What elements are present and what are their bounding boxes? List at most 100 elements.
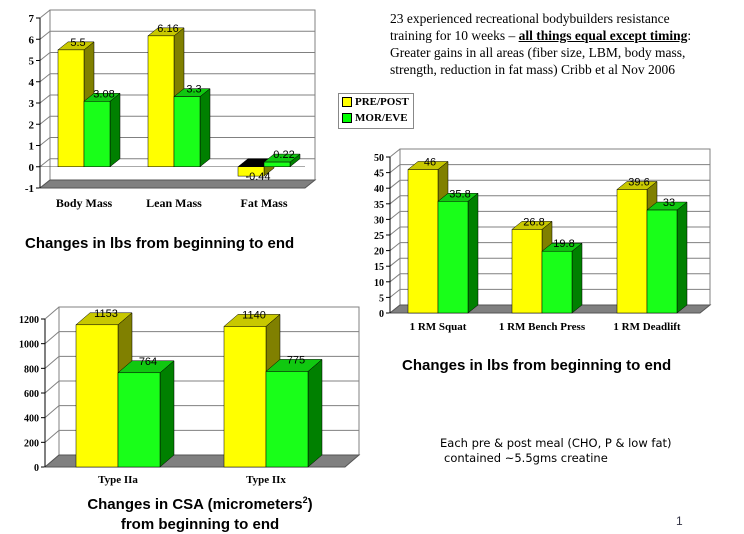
bar-side (159, 360, 175, 468)
gridline-side (389, 148, 401, 158)
data-label: 764 (139, 356, 157, 368)
caption-body-composition: Changes in lbs from beginning to end (25, 235, 295, 252)
data-label: 26.8 (523, 216, 544, 228)
bar-side (571, 242, 583, 314)
category-label: Fat Mass (241, 196, 288, 210)
bar-side (109, 92, 121, 168)
bar-side (467, 192, 479, 314)
study-description: 23 experienced recreational bodybuilders… (390, 10, 740, 78)
y-tick-label: 1 (29, 141, 35, 153)
bar-mor-eve (437, 201, 469, 314)
category-label: 1 RM Squat (410, 321, 467, 333)
y-tick-label: 25 (374, 231, 384, 242)
caption-csa: Changes in CSA (micrometers2) from begin… (40, 490, 360, 534)
y-tick-label: 2 (29, 119, 35, 131)
caption-text: ) (307, 496, 313, 513)
y-tick-label: 5 (29, 56, 35, 68)
legend-label: MOR/EVE (355, 112, 408, 124)
data-label: 33 (663, 197, 675, 209)
data-label: 5.5 (70, 37, 85, 49)
legend-swatch-yellow (342, 97, 352, 107)
bar-pre-post (147, 35, 175, 167)
legend: PRE/POST MOR/EVE (338, 93, 414, 129)
bar-side (676, 201, 688, 314)
category-label: Type IIx (246, 474, 286, 486)
y-tick-label: 800 (24, 364, 39, 375)
bar-pre-post (616, 189, 648, 314)
category-label: Body Mass (56, 196, 113, 210)
gridline-side (389, 211, 401, 220)
gridline-side (44, 306, 60, 320)
bar-mor-eve (263, 161, 291, 167)
caption-csa-line2: from beginning to end (120, 516, 280, 533)
data-label: 775 (287, 354, 305, 366)
caption-csa-line1: Changes in CSA (micrometers2) (40, 490, 360, 515)
creatine-note: Each pre & post meal (CHO, P & low fat) … (440, 436, 672, 466)
data-label: 1140 (242, 309, 266, 321)
gridline-side (39, 115, 51, 125)
chart-3: 0 200 400 600 800 1000 1200 Type IIa Type IIx 115… (19, 306, 361, 486)
bar-mor-eve (173, 96, 201, 167)
data-label: 19.8 (553, 238, 574, 250)
category-label: 1 RM Deadlift (613, 321, 681, 333)
legend-item-pre-post: PRE/POST (339, 94, 413, 110)
y-tick-label: 3 (29, 98, 35, 110)
data-label: 39.6 (628, 176, 649, 188)
gridline-side (39, 94, 51, 104)
bar-pre-post (511, 229, 543, 314)
gridline-side (389, 273, 401, 283)
gridline-side (44, 405, 60, 419)
data-label: 3.3 (186, 84, 201, 96)
gridline-side (389, 179, 401, 189)
data-label: 35.8 (449, 188, 470, 200)
note-line: Each pre & post meal (CHO, P & low fat) (440, 436, 672, 450)
y-tick-label: 50 (374, 153, 384, 164)
page-number: 1 (676, 514, 683, 528)
gridline-side (44, 355, 60, 369)
gridline-side (44, 331, 60, 345)
gridline-side (44, 380, 60, 394)
gridline-side (389, 195, 401, 205)
caption-strength: Changes in lbs from beginning to end (402, 357, 672, 374)
category-label: 1 RM Bench Press (499, 321, 586, 333)
y-tick-label: 600 (24, 389, 39, 400)
gridline-side (39, 9, 51, 19)
data-label: 1153 (94, 308, 118, 320)
gridline-side (39, 52, 51, 61)
y-tick-label: 35 (374, 200, 384, 211)
description-text: : (687, 28, 692, 43)
category-label: Type IIa (98, 474, 138, 486)
y-tick-label: 15 (374, 262, 384, 273)
gridline-side (389, 257, 401, 267)
y-tick-label: 40 (374, 184, 384, 195)
y-tick-label: 4 (29, 77, 35, 89)
gridline-side (44, 429, 60, 443)
bar-pre-post (407, 169, 439, 314)
y-tick-label: 30 (374, 215, 384, 226)
y-tick-label: 0 (34, 463, 39, 474)
gridline-side (39, 73, 51, 83)
y-tick-label: 0 (379, 309, 384, 320)
chart-1: -1 0 1 2 3 4 5 6 7 Body Mass Lean Mass Fat Mass 5.5 3… (25, 9, 317, 210)
y-tick-label: 5 (379, 293, 384, 304)
y-tick-label: 6 (29, 34, 35, 46)
caption-superscript: 2 (302, 495, 308, 505)
data-label: 6.16 (157, 23, 178, 35)
bar-pre-post (57, 49, 85, 167)
caption-text: Changes in CSA (micrometers (87, 496, 303, 513)
y-tick-label: 1000 (19, 340, 39, 351)
bar-mor-eve (83, 101, 111, 167)
chart-2: 0 5 10 15 20 25 30 35 40 45 50 1 RM Squat 1 RM Bench… (374, 148, 712, 333)
bar-pre-post (75, 324, 119, 468)
gridline-side (39, 30, 51, 40)
bar-pre-post (237, 166, 265, 177)
data-label: -0.44 (245, 171, 270, 183)
y-tick-label: 45 (374, 169, 384, 180)
data-label: 0.22 (273, 149, 294, 161)
legend-swatch-green (342, 113, 352, 123)
y-tick-label: 1200 (19, 315, 39, 326)
bar-mor-eve (541, 250, 573, 314)
chart-floor (38, 179, 317, 189)
bar-pre-post (223, 326, 267, 468)
